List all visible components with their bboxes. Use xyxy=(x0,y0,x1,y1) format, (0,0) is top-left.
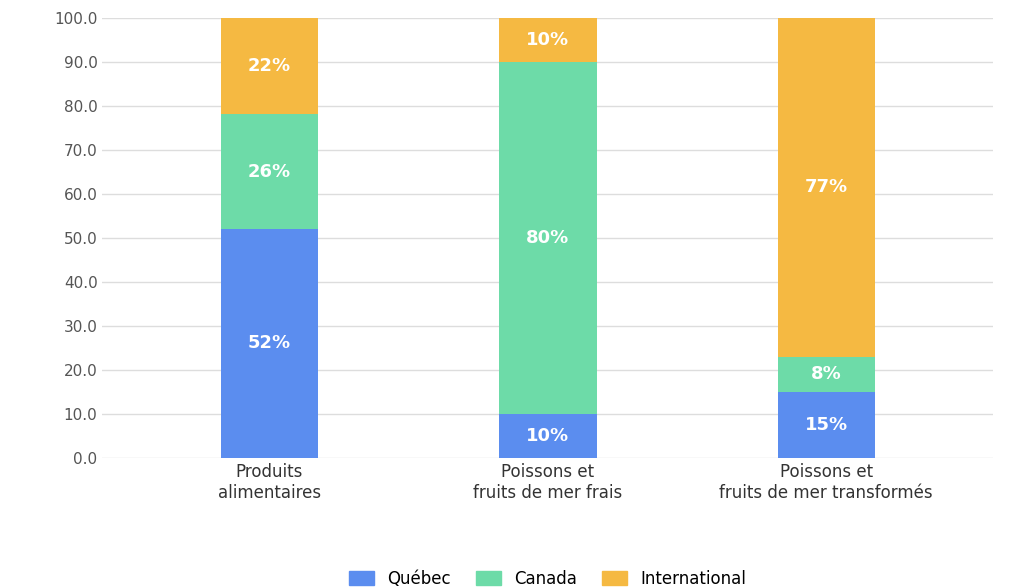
Text: 10%: 10% xyxy=(526,427,569,445)
Legend: Québec, Canada, International: Québec, Canada, International xyxy=(342,563,754,587)
Bar xyxy=(777,392,874,458)
Text: 8%: 8% xyxy=(811,365,842,383)
Bar xyxy=(499,62,597,414)
Bar xyxy=(221,114,318,229)
Bar xyxy=(777,18,874,357)
Bar xyxy=(499,414,597,458)
Bar xyxy=(777,357,874,392)
Text: 15%: 15% xyxy=(805,416,848,434)
Text: 10%: 10% xyxy=(526,31,569,49)
Bar xyxy=(499,18,597,62)
Text: 26%: 26% xyxy=(248,163,291,181)
Text: 22%: 22% xyxy=(248,57,291,75)
Text: 77%: 77% xyxy=(805,178,848,196)
Bar xyxy=(221,18,318,114)
Text: 52%: 52% xyxy=(248,335,291,352)
Text: 80%: 80% xyxy=(526,229,569,247)
Bar xyxy=(221,229,318,458)
